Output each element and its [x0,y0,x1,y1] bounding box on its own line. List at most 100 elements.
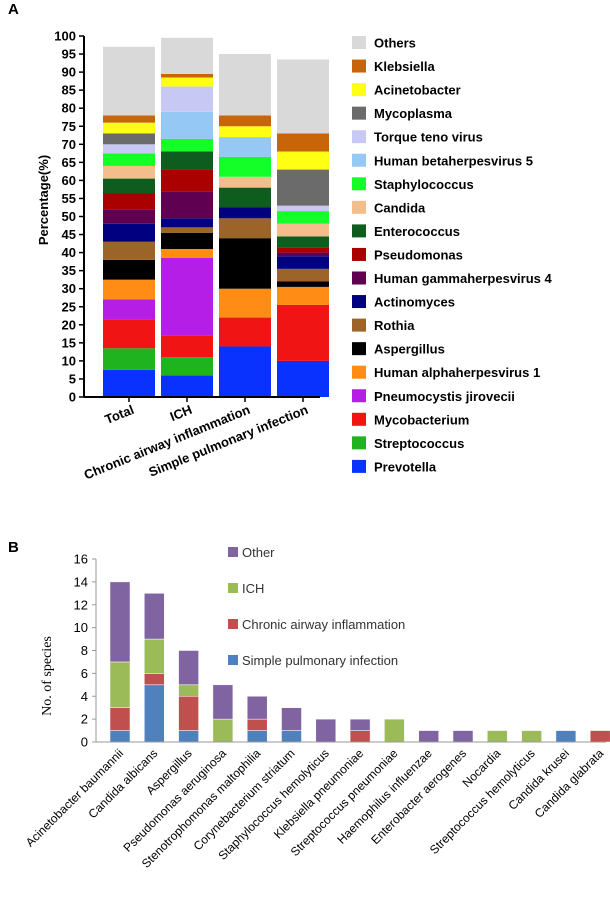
panel-a-segment-enterococcus [161,151,213,170]
panel-b-segment-other [212,684,234,720]
panel-b-segment-simple-pulmonary-infection [178,730,199,743]
panel-b-segment-simple-pulmonary-infection [555,730,577,743]
panel-a-segment-others [103,46,155,116]
panel-b-segment-ich [178,684,199,697]
panel-a-segment-actinomyces [277,256,329,269]
legend-label: Simple pulmonary infection [242,653,398,668]
panel-b-bar-corynebacterium-striatum [281,707,302,743]
panel-a-y-tick-label: 10 [62,353,76,368]
panel-b-segment-other [418,730,439,743]
legend-swatch [352,200,366,214]
panel-a-segment-pneumocystis-jirovecii [103,299,155,320]
panel-a-segment-staphylococcus [103,153,155,166]
panel-a-segment-klebsiella [219,115,271,127]
panel-b-segment-other [178,650,199,686]
panel-b-bar-aspergillus [178,650,199,743]
legend-swatch [352,271,366,285]
panel-a-segment-enterococcus [219,187,271,208]
panel-a-segment-rothia [103,241,155,260]
panel-b-y-tick-label: 10 [74,620,88,635]
panel-a-segment-mycobacterium [103,319,155,349]
legend-swatch [228,619,238,629]
legend-label: Torque teno virus [374,130,483,145]
panel-b-segment-chronic-airway-inflammation [144,673,165,686]
panel-a-segment-others [161,37,213,74]
panel-b-legend-item-chronic-airway-inflammation: Chronic airway inflammation [228,617,405,632]
legend-label: Mycobacterium [374,412,469,427]
panel-a-y-tick-label: 70 [62,137,76,152]
panel-a-y-tick-label: 40 [62,245,76,260]
panel-b-legend-item-simple-pulmonary-infection: Simple pulmonary infection [228,653,398,668]
panel-a-y-tick-label: 100 [54,29,76,44]
panel-a-label: A [8,1,19,18]
panel-a-legend-item-candida: Candida [352,200,426,215]
panel-b-segment-ich [212,718,234,743]
panel-b-segment-simple-pulmonary-infection [144,684,165,743]
panel-a-segment-staphylococcus [277,211,329,224]
panel-a-segment-pseudomonas [277,247,329,253]
panel-b-segment-other [452,730,474,743]
panel-b-y-tick-label: 2 [81,712,88,727]
legend-swatch [352,389,366,403]
panel-b-bar-nocardia [487,730,508,743]
panel-a-bar-total [103,46,155,397]
legend-label: Pneumocystis jirovecii [374,389,515,404]
panel-b-segment-simple-pulmonary-infection [109,730,131,743]
legend-swatch [352,106,366,120]
panel-a-segment-human-gammaherpesvirus-4 [277,252,329,257]
panel-a-segment-aspergillus [219,238,271,289]
panel-a-segment-mycobacterium [219,317,271,347]
panel-a-legend-item-human-gammaherpesvirus-4: Human gammaherpesvirus 4 [352,271,553,286]
panel-a-segment-pneumocystis-jirovecii [161,258,213,336]
panel-a-segment-human-alphaherpesvirus-1 [161,248,213,259]
legend-swatch [352,318,366,332]
panel-a-segment-streptococcus [103,348,155,370]
legend-swatch [352,153,366,167]
panel-a-segment-klebsiella [103,115,155,123]
panel-a-category-label: ICH [168,402,194,424]
panel-a-y-axis-label: Percentage(%) [36,155,51,245]
legend-label: Candida [374,200,426,215]
panel-b-y-tick-label: 8 [81,643,88,658]
panel-a-segment-prevotella [219,346,271,397]
panel-a-segment-human-gammaherpesvirus-4 [161,191,213,219]
panel-a-segment-mycobacterium [161,335,213,358]
panel-b-bar-streptococcus-hemolyticus [521,730,542,743]
panel-a-y-tick-label: 75 [62,119,76,134]
panel-b-y-tick-label: 6 [81,666,88,681]
panel-b-legend-item-ich: ICH [228,581,264,596]
panel-a-legend-item-klebsiella: Klebsiella [352,59,435,74]
legend-swatch [352,247,366,261]
panel-b-segment-other [281,707,302,731]
panel-a-segment-human-gammaherpesvirus-4 [103,209,155,224]
panel-b-segment-other [109,581,131,663]
panel-a-y-tick-label: 30 [62,281,76,296]
panel-a-segment-human-alphaherpesvirus-1 [277,286,329,305]
panel-a-y-tick-label: 90 [62,65,76,80]
panel-b-segment-other [349,718,371,731]
panel-b-bar-haemophilus-influenzae [418,730,439,743]
panel-a-segment-pseudomonas [103,193,155,210]
panel-a-segment-others [219,54,271,116]
panel-a-segment-candida [277,223,329,237]
panel-a-segment-aspergillus [103,259,155,280]
panel-b-y-tick-label: 12 [74,597,88,612]
panel-b-segment-chronic-airway-inflammation [178,696,199,731]
legend-label: Aspergillus [374,342,445,357]
legend-label: Others [374,36,416,51]
panel-a-segment-acinetobacter [103,122,155,134]
panel-a-segment-prevotella [277,360,329,397]
panel-a-segment-actinomyces [103,223,155,242]
legend-swatch [228,547,238,557]
legend-swatch [352,295,366,309]
panel-a-legend-item-human-alphaherpesvirus-1: Human alphaherpesvirus 1 [352,365,540,380]
panel-a-segment-pseudomonas [161,169,213,192]
panel-a-segment-mycobacterium [277,304,329,361]
panel-b-segment-ich [521,730,542,743]
panel-b-segment-other [315,718,337,743]
legend-label: Other [242,545,275,560]
panel-b-bar-stenotrophomonas-maltophilia [246,696,268,743]
panel-b-bar-acinetobacter-baumannii [109,581,131,743]
legend-label: Rothia [374,318,415,333]
